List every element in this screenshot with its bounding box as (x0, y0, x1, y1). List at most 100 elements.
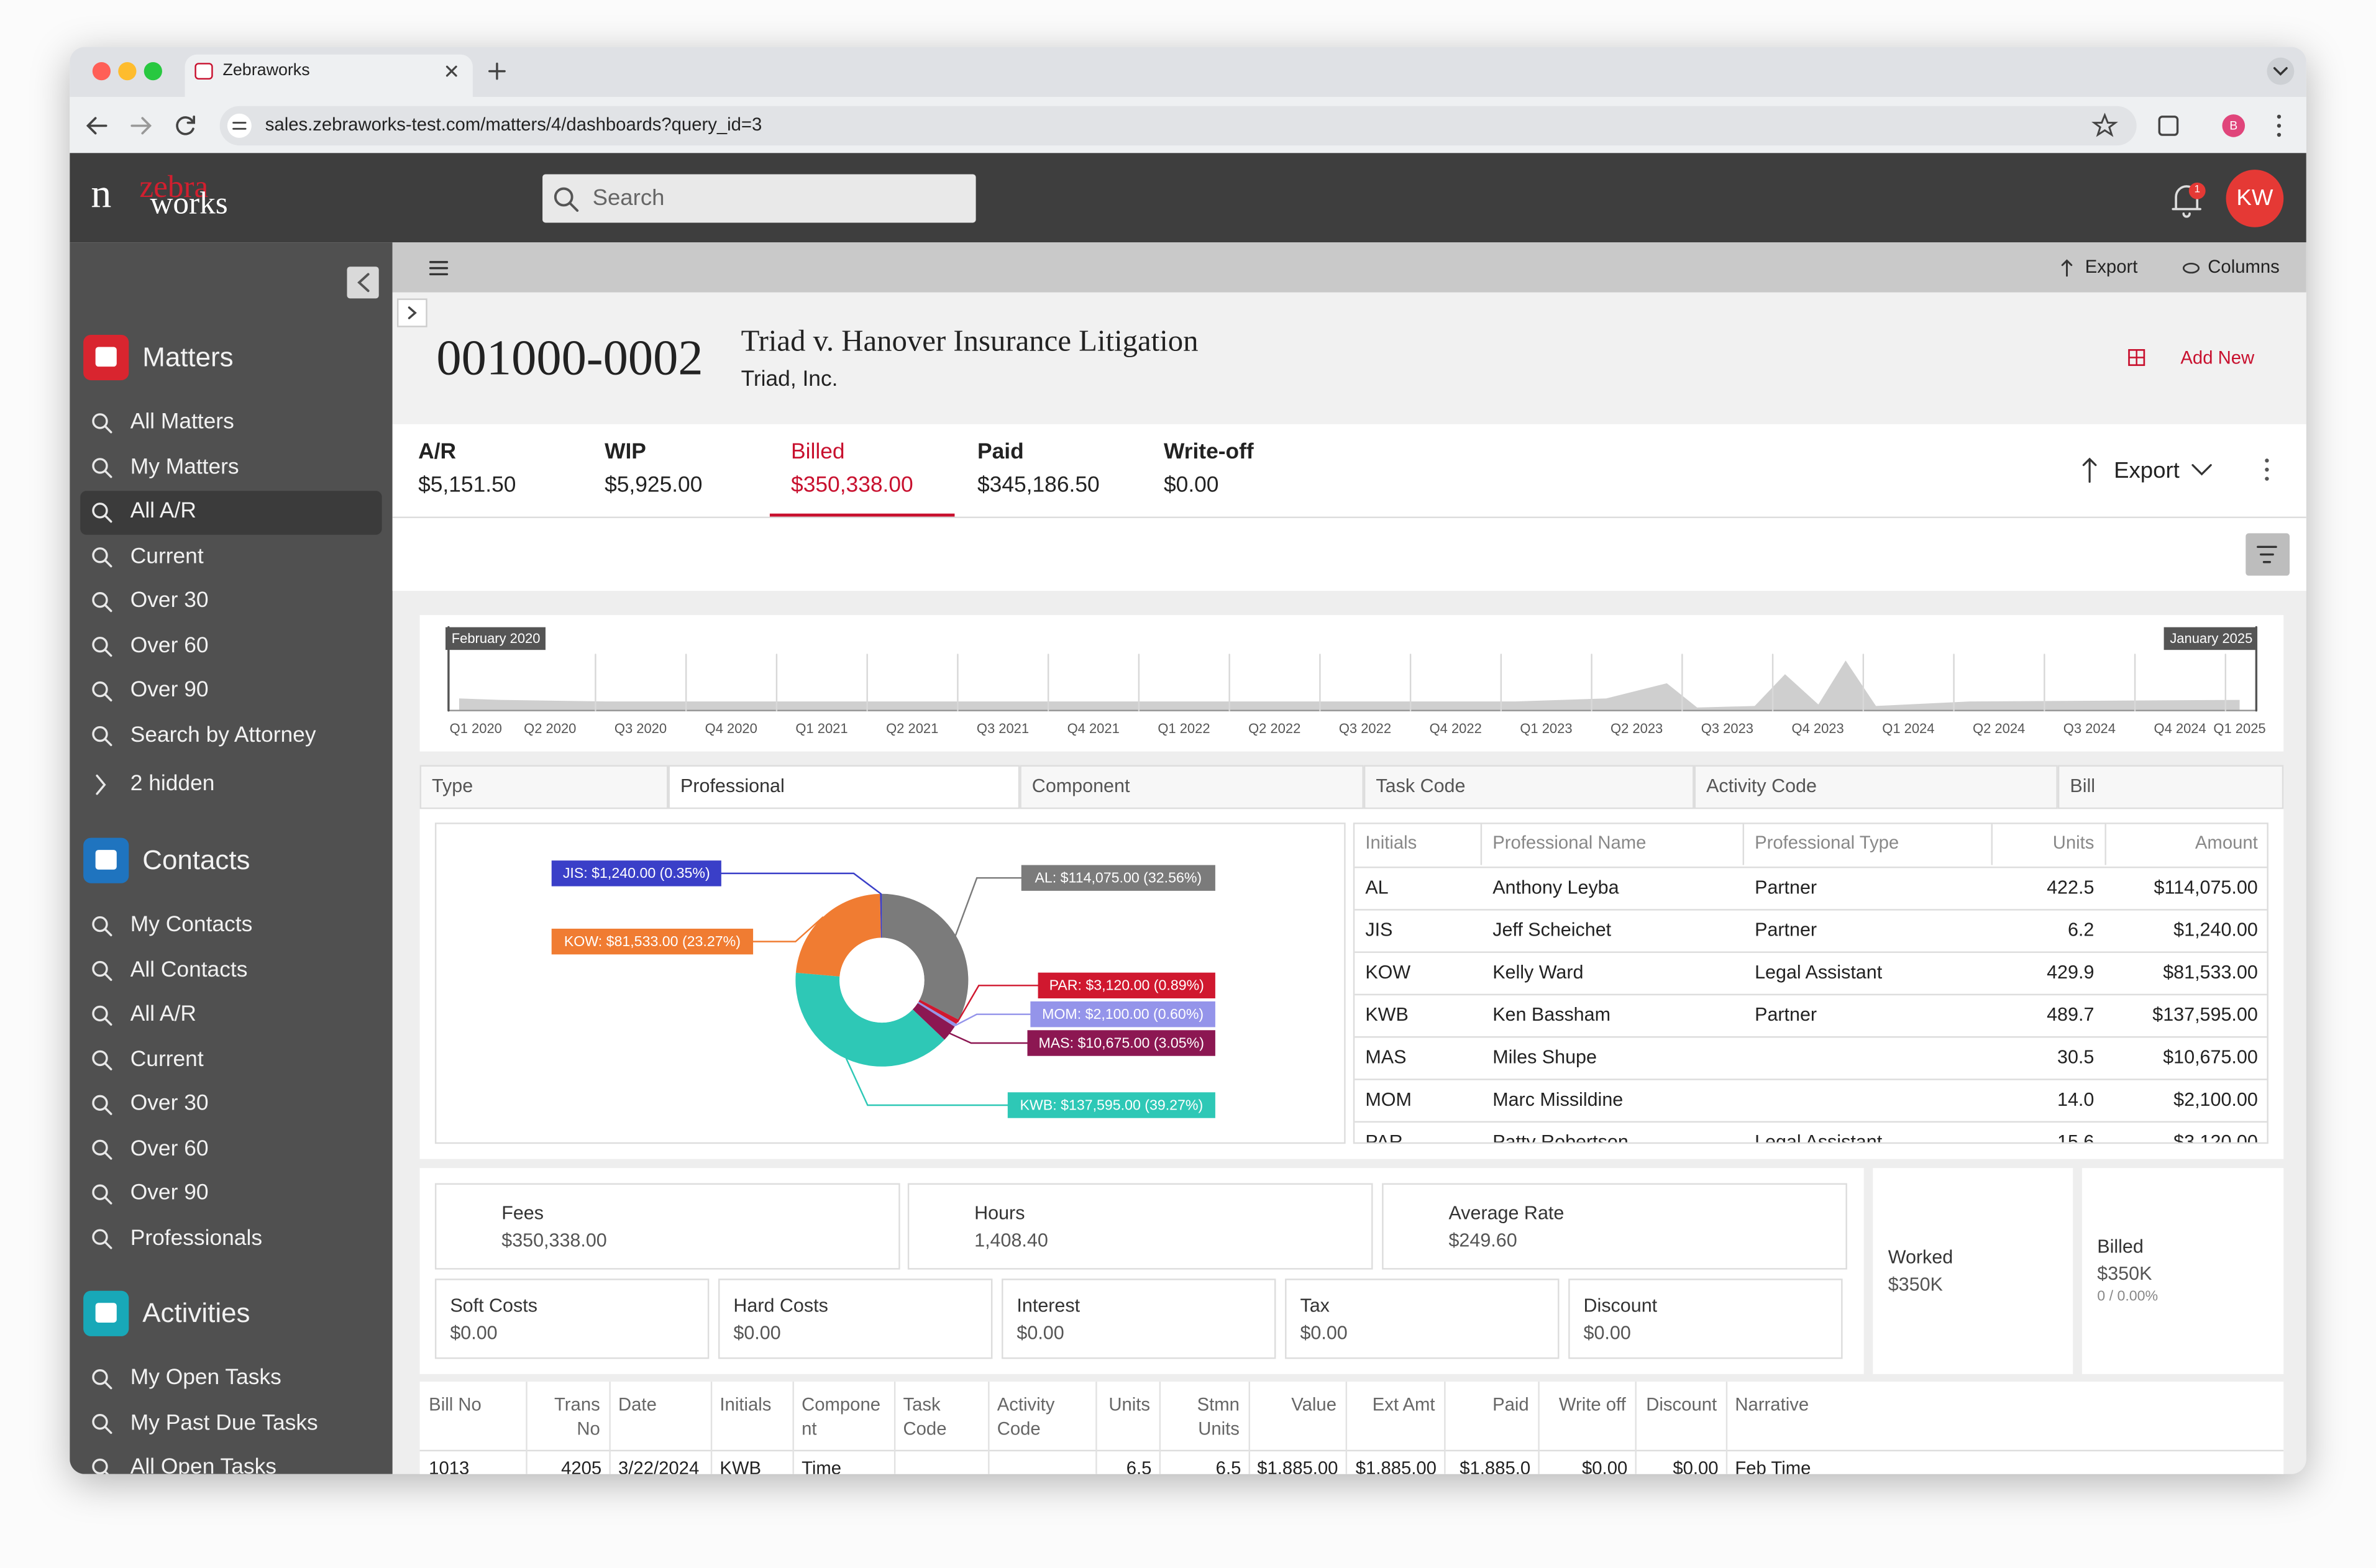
section-title[interactable]: Matters (142, 342, 234, 373)
ledger-header[interactable]: Stmn Units (1197, 1393, 1240, 1439)
nav-item[interactable]: All Open Tasks (130, 1455, 276, 1474)
nav-hidden[interactable]: 2 hidden (130, 772, 215, 796)
avatar[interactable] (2226, 170, 2284, 227)
nav-item[interactable]: Current (130, 544, 204, 568)
pie-label-box (1038, 972, 1215, 999)
tab-label[interactable]: Type (432, 775, 473, 797)
ledger-header[interactable]: Bill No (429, 1393, 482, 1415)
nav-item[interactable]: Over 90 (130, 678, 209, 703)
expand-button[interactable] (396, 298, 427, 327)
summary-export[interactable]: Export (2114, 458, 2180, 484)
tab-label[interactable]: Component (1031, 775, 1130, 797)
tab-label[interactable]: Activity Code (1706, 775, 1817, 797)
list-icon[interactable] (429, 261, 449, 276)
search-box[interactable] (542, 174, 976, 223)
close-dot[interactable] (92, 62, 111, 81)
ledger-header[interactable]: Discount (1646, 1393, 1717, 1415)
tab[interactable] (1694, 765, 2058, 809)
back[interactable] (86, 117, 107, 135)
billed-value: $350K (2097, 1263, 2152, 1285)
menu-dot[interactable] (2277, 132, 2282, 137)
search-placeholder[interactable]: Search (592, 185, 665, 211)
reload[interactable] (176, 115, 195, 135)
ledger-header[interactable]: Activity Code (997, 1393, 1055, 1439)
ledger-header[interactable]: Narrative (1735, 1393, 1809, 1415)
minimize-dot[interactable] (118, 62, 137, 81)
nav-item[interactable]: My Matters (130, 454, 239, 480)
tab[interactable] (419, 765, 669, 809)
nav-item[interactable]: All A/R (130, 1002, 196, 1027)
worked-value: $350K (1888, 1274, 1943, 1295)
kebab-dot[interactable] (2265, 476, 2269, 481)
ledger-header[interactable]: Initials (720, 1393, 772, 1415)
timeline-tick: Q4 2021 (1067, 721, 1120, 736)
active-tab[interactable] (185, 54, 473, 98)
summary-value[interactable]: $5,151.50 (418, 473, 516, 498)
ledger-header[interactable]: Units (1108, 1393, 1151, 1415)
tab-label[interactable]: Task Code (1376, 775, 1466, 797)
nav-item[interactable]: Over 60 (130, 1136, 209, 1161)
summary-label[interactable]: WIP (605, 440, 646, 465)
summary-label[interactable]: Billed (791, 440, 845, 465)
summary-label[interactable]: Write-off (1163, 440, 1254, 465)
nav-item[interactable]: My Contacts (130, 913, 253, 937)
section-title[interactable]: Activities (142, 1298, 250, 1328)
nav-item[interactable]: Over 60 (130, 633, 209, 658)
tab[interactable] (668, 765, 1020, 809)
toolbar-export[interactable]: Export (2085, 256, 2138, 278)
extensions[interactable] (2158, 116, 2179, 136)
nav-item[interactable]: Search by Attorney (130, 722, 316, 747)
ledger-header[interactable]: Ext Amt (1372, 1393, 1435, 1415)
ledger-header[interactable]: Trans No (554, 1393, 600, 1439)
nav-item[interactable]: Professionals (130, 1226, 263, 1251)
nav-item[interactable]: My Open Tasks (130, 1365, 281, 1390)
menu-dot[interactable] (2277, 114, 2282, 119)
toolbar-columns[interactable]: Columns (2208, 256, 2280, 278)
nav-item[interactable]: All Contacts (130, 957, 248, 982)
kebab-dot[interactable] (2265, 458, 2269, 463)
nav-item[interactable]: Current (130, 1047, 204, 1072)
ledger-header[interactable]: Date (618, 1393, 657, 1415)
section-title[interactable]: Contacts (142, 844, 250, 875)
url[interactable]: sales.zebraworks-test.com/matters/4/dash… (265, 114, 762, 135)
search-icon-handle (569, 201, 579, 212)
ledger-header[interactable]: Component (802, 1393, 881, 1439)
new-tab[interactable] (488, 62, 506, 80)
forward[interactable] (130, 117, 152, 135)
summary-value[interactable]: $345,186.50 (977, 473, 1100, 498)
tab-label[interactable]: Professional (680, 775, 785, 797)
tab[interactable] (1363, 765, 1694, 809)
nav-item[interactable]: Over 30 (130, 1092, 209, 1116)
nav-item[interactable]: Over 30 (130, 588, 209, 613)
tab-label[interactable]: Bill (2070, 775, 2096, 797)
summary-label[interactable]: Paid (977, 440, 1024, 465)
summary-export-chevron[interactable] (2191, 464, 2212, 476)
tab[interactable] (1020, 765, 1364, 809)
add-new[interactable]: Add New (2180, 347, 2255, 368)
ledger-header[interactable]: Write off (1558, 1393, 1626, 1415)
tab-title[interactable]: Zebraworks (222, 62, 310, 80)
tab-menu[interactable] (2267, 57, 2295, 85)
collapse-button[interactable] (347, 267, 379, 299)
bookmark[interactable] (2091, 112, 2118, 137)
nav-item[interactable]: All Matters (130, 410, 234, 435)
tab[interactable] (2057, 765, 2284, 809)
summary-label[interactable]: A/R (418, 440, 457, 465)
menu-dot[interactable] (2277, 124, 2282, 128)
summary-value[interactable]: $350,338.00 (791, 473, 913, 498)
ledger-header[interactable]: Paid (1492, 1393, 1529, 1415)
summary-value[interactable]: $5,925.00 (605, 473, 703, 498)
timeline-handle[interactable] (447, 626, 2258, 712)
ledger-header[interactable]: Value (1291, 1393, 1337, 1415)
nav-item[interactable]: My Past Due Tasks (130, 1410, 318, 1435)
site-info[interactable] (227, 113, 252, 138)
zoom-dot[interactable] (144, 62, 162, 81)
nav-item[interactable]: All A/R (130, 499, 196, 524)
profile[interactable] (2222, 114, 2246, 137)
summary-value[interactable]: $0.00 (1163, 473, 1219, 498)
tab-close[interactable] (446, 65, 457, 77)
kebab-dot[interactable] (2265, 467, 2269, 472)
url-bar[interactable] (219, 106, 2137, 146)
nav-item[interactable]: Over 90 (130, 1181, 209, 1206)
ledger-header[interactable]: Task Code (903, 1393, 947, 1439)
